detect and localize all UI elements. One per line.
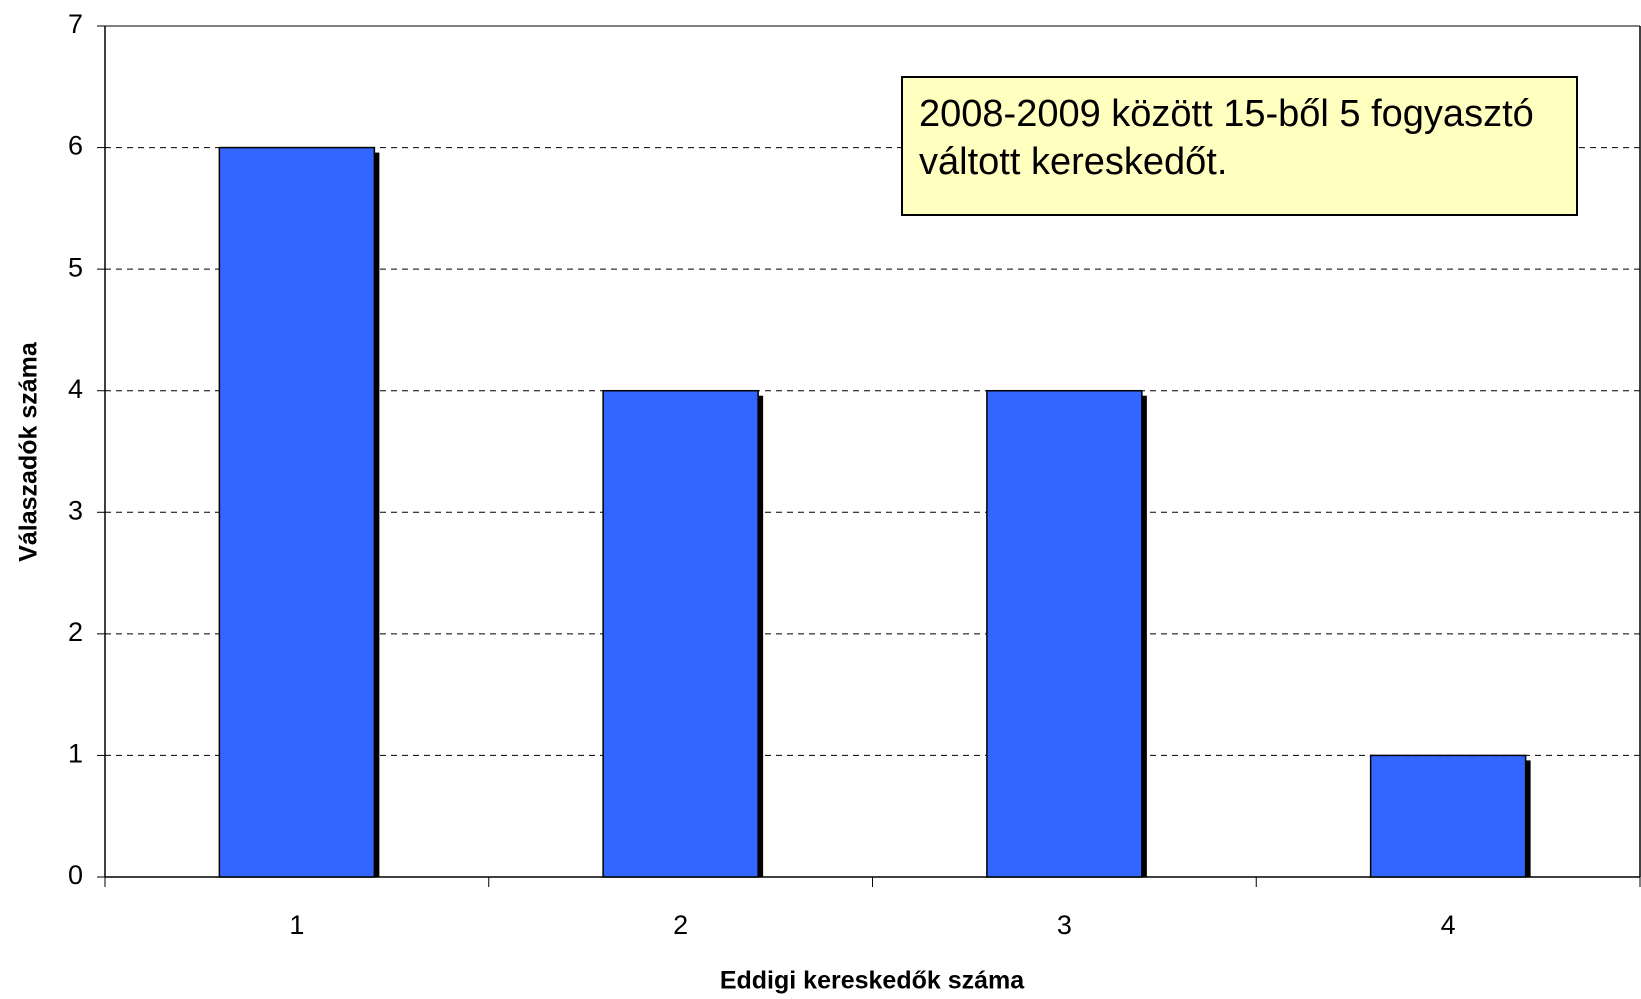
y-tick-label: 5 xyxy=(68,252,83,282)
y-tick-label: 7 xyxy=(68,9,83,39)
x-tick-label: 2 xyxy=(673,910,688,940)
x-axis-title: Eddigi kereskedők száma xyxy=(720,967,1025,995)
bar xyxy=(1369,754,1527,878)
bar xyxy=(218,146,376,878)
bar xyxy=(986,389,1143,878)
annotation: 2008-2009 között 15-ből 5 fogyasztó vált… xyxy=(901,76,1578,216)
y-tick-label: 0 xyxy=(68,860,83,890)
y-axis-title: Válaszadók száma xyxy=(15,341,43,562)
y-tick-label: 2 xyxy=(68,617,83,647)
x-tick-label: 1 xyxy=(289,910,304,940)
y-tick-label: 6 xyxy=(68,131,83,161)
y-tick-label: 1 xyxy=(68,739,83,769)
y-tick-label: 3 xyxy=(68,495,83,525)
y-tick-label: 4 xyxy=(68,374,83,404)
x-tick-label: 4 xyxy=(1441,910,1456,940)
bar xyxy=(602,389,759,878)
x-tick-label: 3 xyxy=(1057,910,1072,940)
